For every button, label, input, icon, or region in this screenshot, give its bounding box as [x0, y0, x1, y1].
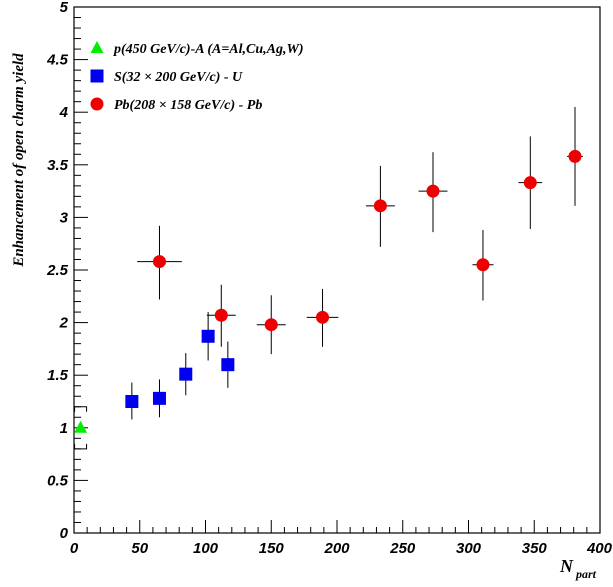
legend-label: p(450 GeV/c)-A (A=Al,Cu,Ag,W) [113, 42, 304, 57]
axis-tick-labels: 0 50 100 150 200 250 300 350 400 0 0.5 1 1.5 2 2.5 3 3.5… [46, 0, 613, 557]
y-tick-label: 3 [60, 209, 69, 226]
legend: p(450 GeV/c)-A (A=Al,Cu,Ag,W) S(32 × 200 … [90, 41, 304, 113]
y-tick-label: 2.5 [46, 262, 69, 279]
data-point [179, 367, 193, 381]
data-point [152, 255, 166, 269]
legend-marker [90, 69, 104, 83]
legend-label: S(32 × 200 GeV/c) - U [114, 70, 243, 85]
y-tick-label: 3.5 [47, 157, 69, 174]
data-point [125, 395, 139, 408]
error-bracket-lower [74, 443, 88, 450]
x-tick-label: 150 [259, 540, 285, 557]
plot-frame [73, 6, 601, 534]
data-point [221, 358, 235, 372]
x-axis-title: N [559, 556, 574, 576]
data-point [201, 329, 215, 343]
data-point [214, 308, 228, 322]
legend-marker [90, 97, 104, 111]
y-tick-label: 1 [60, 420, 68, 437]
axis-ticks [73, 6, 601, 534]
data-point [476, 258, 490, 272]
y-tick-label: 1.5 [47, 367, 69, 384]
legend-label: Pb(208 × 158 GeV/c) - Pb [114, 98, 262, 113]
y-axis-title: Enhancement of open charm yield [11, 53, 27, 268]
error-bracket-upper [74, 406, 88, 412]
x-tick-label: 350 [522, 540, 548, 557]
x-tick-label: 400 [586, 540, 613, 557]
data-point [373, 199, 387, 213]
y-tick-label: 2 [59, 315, 69, 332]
data-point [426, 184, 440, 198]
y-tick-label: 0 [60, 525, 69, 542]
x-tick-label: 50 [131, 540, 148, 557]
y-tick-label: 5 [60, 0, 69, 16]
x-tick-label: 200 [323, 540, 350, 557]
data-point [264, 318, 278, 332]
x-tick-label: 100 [193, 540, 219, 557]
data-point [152, 391, 166, 405]
x-axis-title-subscript: part [575, 567, 597, 581]
data-marks [74, 106, 583, 450]
x-tick-label: 250 [389, 540, 416, 557]
data-point [316, 310, 330, 324]
x-tick-label: 0 [70, 540, 79, 557]
legend-marker [90, 41, 104, 53]
x-tick-label: 300 [456, 540, 482, 557]
data-point [523, 176, 537, 190]
y-tick-label: 4.5 [46, 52, 69, 69]
data-point [568, 149, 582, 163]
y-tick-label: 4 [59, 104, 69, 121]
data-point [74, 420, 88, 433]
y-tick-label: 0.5 [47, 472, 69, 489]
